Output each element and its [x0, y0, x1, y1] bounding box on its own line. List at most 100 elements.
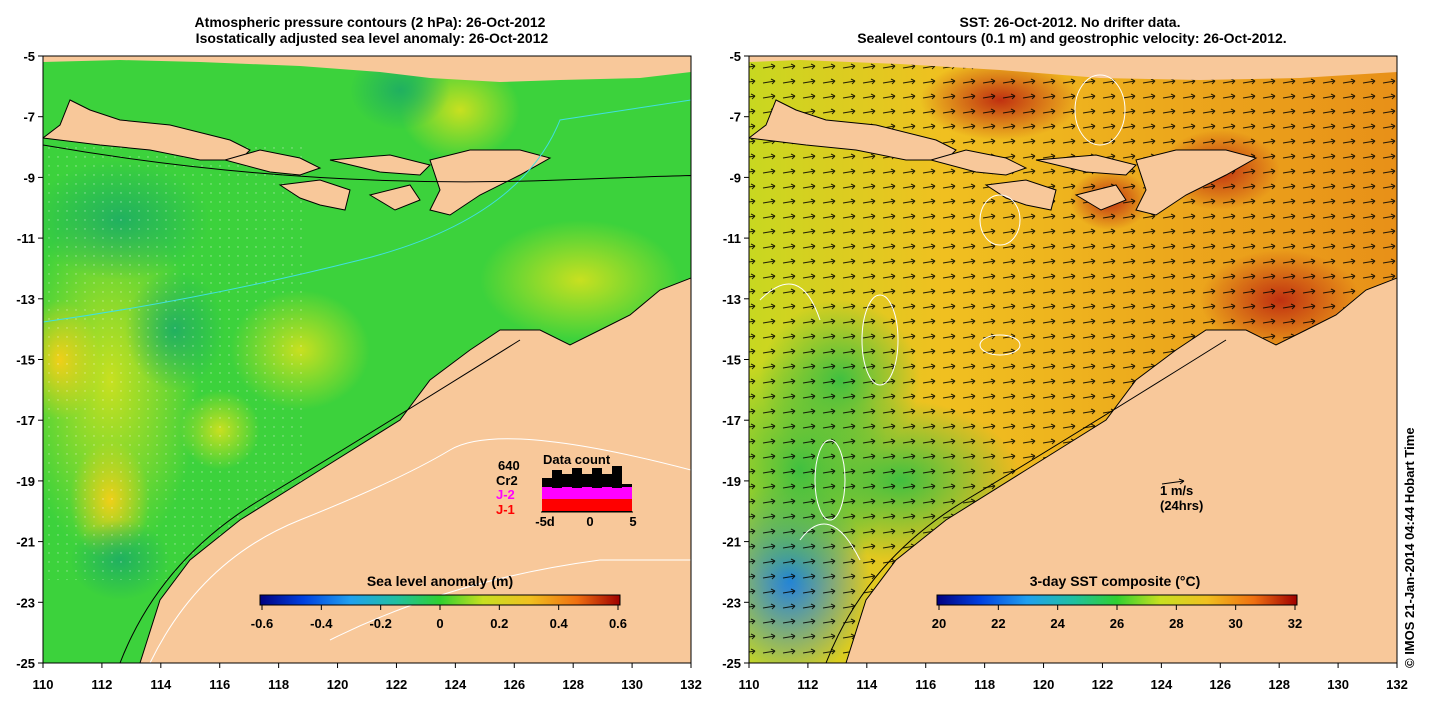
data-count-j2-label: J-2	[496, 487, 515, 502]
right-lon-tick-label: 116	[915, 677, 936, 692]
left-lon-tick-label: 120	[327, 677, 349, 692]
left-lat-tick-label: -7	[23, 110, 35, 125]
left-colorbar-ticks: -0.6 -0.4 -0.2 0 0.2 0.4 0.6	[251, 605, 627, 631]
left-lat-tick-label: -15	[16, 353, 35, 368]
count-bar-j2	[552, 488, 562, 500]
right-title-line1: SST: 26-Oct-2012. No drifter data.	[959, 14, 1181, 30]
right-map-axes: -5 -7 -9 -11 -13 -15 -17 -19 -21 -23 -25 110 112 114 1…	[722, 49, 1408, 692]
right-colorbar-title: 3-day SST composite (°C)	[1030, 573, 1201, 589]
left-map-axes: -5 -7 -9 -11 -13 -15 -17 -19 -21 -23 -25 110 112 114 1…	[16, 49, 702, 692]
left-lat-tick-label: -17	[16, 413, 35, 428]
right-colorbar-tick-label: 26	[1110, 616, 1124, 631]
right-map-area	[749, 56, 1397, 663]
left-colorbar-tick-label: -0.6	[251, 616, 273, 631]
count-bar-j2	[562, 487, 572, 499]
count-bar-j1	[592, 499, 602, 511]
left-lon-tick-label: 132	[680, 677, 702, 692]
data-count-axis-mid: 0	[586, 514, 593, 529]
count-bar-j2	[602, 487, 612, 499]
count-bar-j1	[572, 499, 582, 511]
right-lon-tick-label: 132	[1386, 677, 1408, 692]
count-bar-j1	[622, 499, 632, 511]
left-colorbar-tick-label: -0.2	[369, 616, 391, 631]
count-bar-j2	[572, 488, 582, 500]
data-count-j1-label: J-1	[496, 502, 515, 517]
left-lon-tick-label: 124	[445, 677, 467, 692]
right-lon-tick-label: 110	[739, 677, 760, 692]
left-colorbar-title: Sea level anomaly (m)	[367, 573, 513, 589]
right-lon-tick-label: 118	[974, 677, 995, 692]
left-lon-tick-label: 110	[33, 677, 54, 692]
left-lon-tick-label: 130	[621, 677, 643, 692]
count-bar-j2	[582, 487, 592, 499]
count-bar-j2	[622, 487, 632, 499]
right-lon-tick-label: 114	[856, 677, 878, 692]
data-count-cr2-label: Cr2	[496, 473, 518, 488]
right-colorbar-tick-label: 22	[991, 616, 1005, 631]
right-lat-tick-label: -7	[729, 110, 741, 125]
left-lat-tick-label: -23	[16, 595, 35, 610]
right-lon-tick-label: 128	[1268, 677, 1290, 692]
right-colorbar-tick-label: 32	[1288, 616, 1302, 631]
right-lat-tick-label: -25	[722, 656, 741, 671]
count-bar-j1	[612, 499, 622, 511]
right-lat-tick-label: -19	[722, 474, 741, 489]
left-title-line1: Atmospheric pressure contours (2 hPa): 2…	[194, 14, 546, 30]
left-map-area	[43, 56, 691, 663]
left-lat-tick-label: -19	[16, 474, 35, 489]
vector-scale-label: 1 m/s	[1160, 483, 1193, 498]
left-map-title: Atmospheric pressure contours (2 hPa): 2…	[120, 14, 620, 46]
left-lon-tick-label: 114	[150, 677, 172, 692]
left-lat-tick-label: -9	[23, 170, 35, 185]
right-lat-tick-label: -13	[722, 292, 741, 307]
left-lon-tick-label: 116	[209, 677, 230, 692]
data-count-axis-max: 5	[629, 514, 636, 529]
count-bar-j1	[562, 499, 572, 511]
left-title-line2: Isostatically adjusted sea level anomaly…	[191, 30, 549, 46]
right-lon-tick-label: 124	[1151, 677, 1173, 692]
right-lon-tick-label: 120	[1033, 677, 1055, 692]
right-lat-tick-label: -5	[729, 49, 741, 64]
left-lat-tick-label: -13	[16, 292, 35, 307]
left-lon-tick-label: 128	[562, 677, 584, 692]
right-lon-tick-label: 112	[797, 677, 818, 692]
data-count-title: Data count	[543, 452, 611, 467]
right-colorbar	[936, 594, 1298, 606]
right-lon-tick-label: 126	[1209, 677, 1231, 692]
data-count-inset: Data count 640 Cr2 J-2 J-1 -5d 0 5	[496, 452, 637, 529]
left-colorbar-tick-label: 0.4	[550, 616, 569, 631]
left-lon-tick-label: 112	[91, 677, 112, 692]
right-colorbar-ticks: 20 22 24 26 28 30 32	[932, 605, 1302, 631]
count-bar-j1	[542, 499, 552, 511]
left-colorbar-tick-label: -0.4	[310, 616, 333, 631]
data-count-bars	[542, 466, 632, 512]
left-colorbar	[259, 594, 621, 606]
right-colorbar-tick-label: 28	[1169, 616, 1183, 631]
right-colorbar-tick-label: 24	[1050, 616, 1065, 631]
left-lat-tick-label: -5	[23, 49, 35, 64]
right-lon-tick-label: 130	[1327, 677, 1349, 692]
right-map-title: SST: 26-Oct-2012. No drifter data. Seale…	[780, 14, 1360, 46]
right-lat-tick-label: -17	[722, 413, 741, 428]
imos-credit: © IMOS 21-Jan-2014 04:44 Hobart Time	[1402, 427, 1417, 668]
left-lat-tick-label: -11	[17, 231, 35, 246]
data-count-axis-min: -5d	[535, 514, 555, 529]
count-bar-j2	[542, 487, 552, 499]
count-bar-j2	[612, 488, 622, 500]
right-lat-tick-label: -9	[729, 170, 741, 185]
right-colorbar-tick-label: 20	[932, 616, 946, 631]
left-colorbar-tick-label: 0.2	[490, 616, 508, 631]
left-lat-tick-label: -21	[16, 535, 35, 550]
left-colorbar-tick-label: 0	[436, 616, 443, 631]
count-bar-j1	[602, 499, 612, 511]
vector-scale-sublabel: (24hrs)	[1160, 498, 1203, 513]
right-lat-tick-label: -21	[722, 535, 741, 550]
left-colorbar-tick-label: 0.6	[609, 616, 627, 631]
right-lat-tick-label: -11	[723, 231, 741, 246]
data-count-number: 640	[498, 458, 520, 473]
left-lat-tick-label: -25	[16, 656, 35, 671]
right-lat-tick-label: -23	[722, 595, 741, 610]
right-colorbar-tick-label: 30	[1228, 616, 1242, 631]
right-lat-tick-label: -15	[722, 353, 741, 368]
